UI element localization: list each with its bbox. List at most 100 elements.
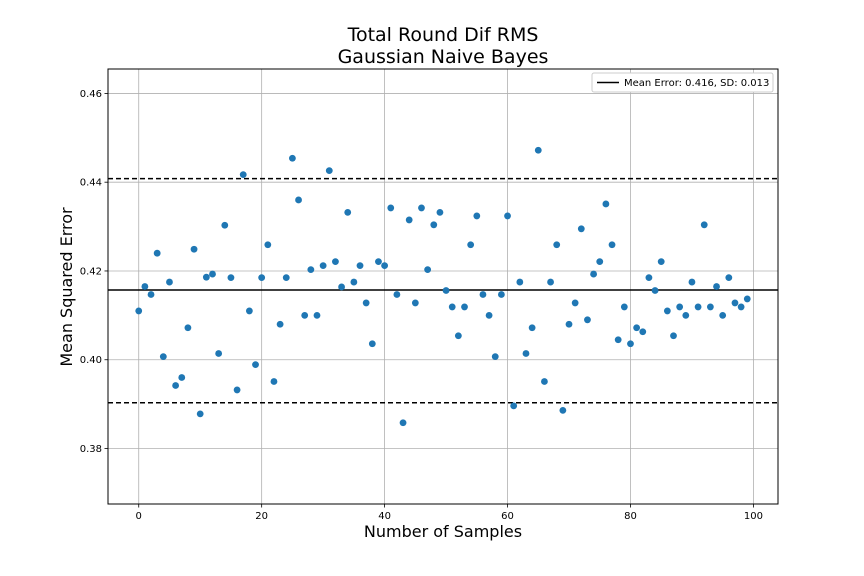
data-point xyxy=(430,221,438,229)
data-point xyxy=(202,273,210,281)
y-tick-label: 0.44 xyxy=(80,178,102,189)
data-point xyxy=(313,311,321,319)
data-point xyxy=(743,295,751,303)
data-point xyxy=(411,299,419,307)
data-point xyxy=(147,291,155,298)
data-point xyxy=(510,402,518,410)
data-point xyxy=(368,340,376,348)
data-point xyxy=(467,241,475,249)
data-points xyxy=(135,146,751,427)
data-point xyxy=(442,287,450,294)
data-point xyxy=(700,221,708,229)
x-tick-label: 0 xyxy=(136,511,142,522)
data-point xyxy=(209,270,216,278)
data-point xyxy=(737,303,745,311)
data-point xyxy=(725,274,733,282)
data-point xyxy=(319,262,327,270)
data-point xyxy=(620,303,628,311)
data-point xyxy=(301,311,309,319)
data-point xyxy=(534,146,542,154)
y-tick-label: 0.42 xyxy=(80,266,102,277)
data-point xyxy=(338,283,345,291)
data-point xyxy=(645,274,653,282)
data-point xyxy=(196,410,204,418)
chart-subtitle: Gaussian Naive Bayes xyxy=(338,46,549,68)
data-point xyxy=(541,378,548,385)
data-point xyxy=(454,332,462,340)
data-point xyxy=(399,419,407,427)
data-point xyxy=(571,299,579,307)
data-point xyxy=(461,303,468,311)
data-point xyxy=(719,311,727,319)
data-point xyxy=(663,307,671,315)
data-point xyxy=(651,287,659,294)
data-point xyxy=(405,216,413,224)
x-tick-label: 80 xyxy=(624,511,637,522)
data-point xyxy=(264,241,272,249)
x-tick-label: 20 xyxy=(255,511,268,522)
data-point xyxy=(135,307,143,315)
data-point xyxy=(584,316,591,324)
data-point xyxy=(436,208,444,216)
data-point xyxy=(381,262,389,270)
y-tick-label: 0.40 xyxy=(80,355,102,366)
data-point xyxy=(694,303,702,311)
data-point xyxy=(418,204,425,212)
data-point xyxy=(295,196,302,204)
data-point xyxy=(141,283,149,290)
data-point xyxy=(491,353,499,361)
data-point xyxy=(393,291,401,298)
data-point xyxy=(608,241,616,249)
data-point xyxy=(497,291,505,298)
data-point xyxy=(565,320,573,328)
data-point xyxy=(233,386,241,394)
data-point xyxy=(682,311,690,319)
axis-ticks: 0 20 40 60 80 100 0.38 0.40 0.42 0.44 0.46 xyxy=(80,89,763,522)
legend: Mean Error: 0.416, SD: 0.013 xyxy=(591,72,774,93)
x-tick-label: 100 xyxy=(744,511,763,522)
data-point xyxy=(362,299,370,307)
data-point xyxy=(221,221,229,229)
data-point xyxy=(350,278,358,286)
data-point xyxy=(590,270,597,278)
data-point xyxy=(245,307,253,315)
x-tick-label: 40 xyxy=(378,511,391,522)
data-point xyxy=(479,291,487,298)
data-point xyxy=(516,278,524,286)
data-point xyxy=(325,167,333,175)
data-point xyxy=(731,299,739,307)
y-axis-label: Mean Squared Error xyxy=(57,207,76,367)
data-point xyxy=(424,266,432,274)
legend-entry-label: Mean Error: 0.416, SD: 0.013 xyxy=(624,78,769,89)
data-point xyxy=(713,283,720,290)
data-point xyxy=(166,278,173,286)
data-point xyxy=(270,378,278,385)
y-tick-label: 0.38 xyxy=(80,444,102,455)
data-point xyxy=(332,258,339,266)
data-point xyxy=(504,212,511,220)
y-tick-label: 0.46 xyxy=(80,89,102,100)
data-point xyxy=(485,311,493,319)
data-point xyxy=(657,258,665,266)
data-point xyxy=(356,262,364,270)
data-point xyxy=(252,361,259,369)
data-point xyxy=(289,154,296,162)
data-point xyxy=(473,212,481,220)
data-point xyxy=(577,225,585,233)
data-point xyxy=(276,320,284,328)
data-point xyxy=(387,204,395,212)
data-point xyxy=(344,208,352,216)
data-point xyxy=(559,406,567,414)
data-point xyxy=(190,245,198,253)
data-point xyxy=(258,274,266,282)
data-point xyxy=(307,266,315,274)
data-point xyxy=(522,350,530,357)
data-point xyxy=(375,258,382,266)
data-point xyxy=(153,249,161,257)
data-point xyxy=(239,171,247,179)
legend-box xyxy=(591,72,774,93)
data-point xyxy=(596,258,604,266)
x-axis-label: Number of Samples xyxy=(364,522,522,541)
data-point xyxy=(627,340,634,348)
